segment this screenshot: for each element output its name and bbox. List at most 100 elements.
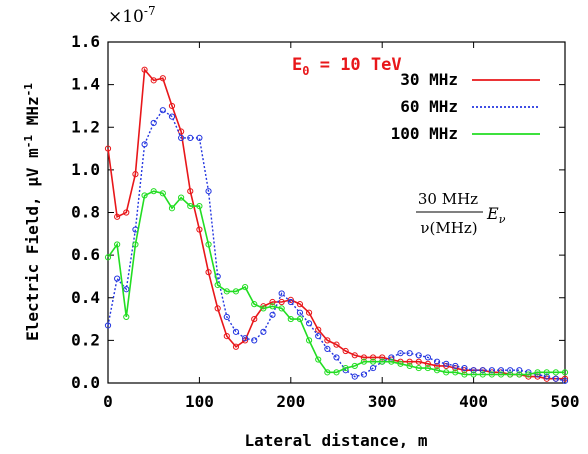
data-point — [287, 315, 294, 323]
data-point — [296, 315, 304, 323]
data-point — [369, 364, 377, 372]
data-point — [114, 241, 121, 248]
formula-symbol: Eν — [486, 204, 506, 226]
data-point — [415, 358, 422, 365]
data-point — [223, 333, 230, 340]
data-point — [424, 360, 431, 367]
data-point — [260, 328, 267, 335]
data-point — [479, 371, 486, 378]
data-point — [461, 371, 468, 378]
y-tick-label: 1.6 — [71, 32, 100, 51]
data-point — [205, 241, 212, 248]
data-point — [123, 313, 130, 321]
y-tick-label: 1.2 — [71, 117, 100, 136]
data-point — [388, 354, 395, 361]
data-point — [415, 352, 422, 359]
data-point — [342, 364, 349, 372]
data-point — [406, 350, 413, 357]
data-point — [351, 352, 358, 359]
data-point — [305, 309, 313, 316]
data-point — [223, 313, 230, 321]
data-point — [251, 315, 258, 323]
data-point — [452, 362, 459, 370]
x-tick-label: 0 — [103, 392, 113, 411]
data-point — [497, 367, 505, 374]
y-tick-label: 0.0 — [71, 373, 100, 392]
x-tick-label: 300 — [368, 392, 397, 411]
data-point — [333, 369, 340, 376]
data-point — [114, 213, 121, 220]
data-point — [150, 77, 157, 84]
legend-label: 100 MHz — [391, 124, 458, 143]
data-point — [351, 373, 358, 380]
normalization-formula: 30 MHz ν(MHz) Eν — [416, 190, 506, 237]
data-point — [168, 113, 176, 120]
data-point — [296, 301, 304, 308]
data-point — [379, 358, 386, 365]
series-1 — [104, 107, 569, 384]
data-point — [141, 192, 148, 199]
data-point — [178, 128, 185, 135]
data-point — [342, 347, 349, 355]
data-point — [123, 286, 130, 293]
data-point — [561, 375, 569, 382]
data-point — [232, 288, 240, 295]
data-point — [242, 335, 249, 342]
x-tick-label: 100 — [185, 392, 214, 411]
data-point — [205, 269, 212, 276]
data-point — [159, 75, 166, 82]
data-point — [388, 358, 395, 365]
data-point — [415, 364, 422, 372]
series-layer — [104, 66, 569, 384]
data-point — [561, 369, 569, 376]
data-point — [369, 358, 377, 365]
data-point — [333, 341, 340, 348]
data-point — [223, 288, 230, 295]
data-point — [278, 290, 285, 297]
data-point — [406, 358, 413, 365]
data-point — [114, 275, 121, 282]
data-point — [534, 369, 541, 376]
data-point — [543, 373, 550, 380]
data-point — [552, 369, 559, 376]
data-point — [406, 362, 413, 370]
y-tick-label: 0.8 — [71, 203, 100, 222]
data-point — [168, 102, 176, 110]
data-point — [397, 350, 404, 357]
data-point — [507, 371, 514, 378]
data-point — [178, 194, 185, 201]
data-point — [324, 337, 331, 344]
data-point — [433, 358, 441, 365]
data-point — [132, 241, 139, 248]
data-point — [479, 367, 486, 374]
data-point — [488, 371, 495, 378]
data-point — [296, 309, 304, 316]
data-point — [187, 203, 194, 210]
data-point — [543, 375, 550, 382]
data-point — [315, 326, 322, 333]
data-point — [150, 119, 157, 127]
series-line — [107, 109, 566, 382]
data-point — [242, 283, 249, 291]
y-tick-label: 1.0 — [71, 160, 100, 179]
y-axis-label: Electric Field, μV m-1 MHz-1 — [22, 83, 42, 341]
data-point — [196, 226, 203, 233]
data-point — [360, 371, 368, 378]
data-point — [470, 371, 477, 378]
data-point — [251, 301, 258, 308]
data-point — [104, 322, 112, 329]
data-point — [561, 377, 569, 384]
data-point — [196, 134, 203, 142]
formula-numerator: 30 MHz — [418, 190, 478, 208]
x-tick-label: 200 — [276, 392, 305, 411]
data-point — [278, 298, 285, 306]
data-point — [369, 354, 377, 361]
data-point — [433, 362, 441, 370]
legend-label: 30 MHz — [400, 70, 458, 89]
data-point — [278, 305, 285, 312]
data-point — [178, 134, 185, 142]
data-point — [168, 205, 176, 212]
data-point — [315, 333, 322, 340]
data-point — [104, 254, 112, 261]
data-point — [516, 371, 523, 378]
